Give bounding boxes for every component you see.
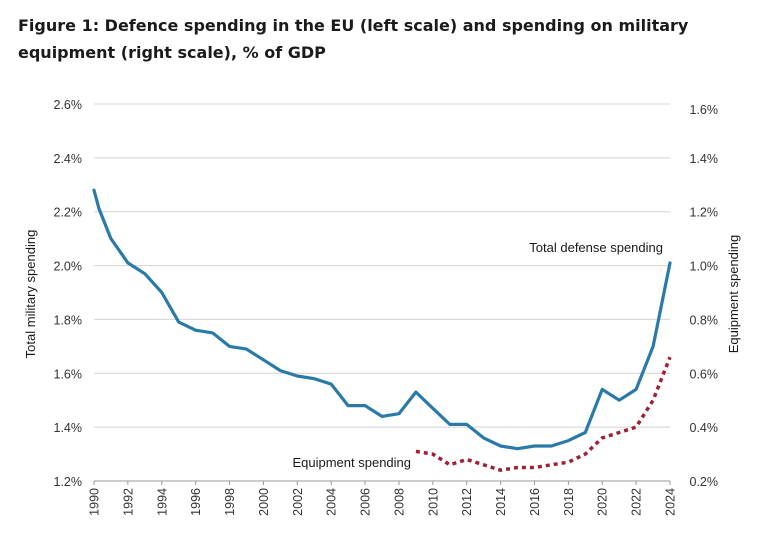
y-left-tick-label: 2.6% (54, 98, 83, 112)
y-left-tick-label: 1.8% (54, 313, 83, 327)
y-left-tick-label: 2.0% (54, 260, 83, 274)
series-line-total-defense-spending (92, 188, 672, 451)
y-right-tick-label: 1.6% (690, 103, 719, 117)
y-axis-right-ticks: 0.2% 0.4% 0.6% 0.8% 1.0% 1.2% 1.4% 1.6% (690, 103, 719, 489)
gridlines (94, 103, 670, 428)
x-tick-label: 1996 (189, 488, 203, 516)
y-left-tick-label: 1.2% (54, 475, 83, 489)
y-axis-right-label: Equipment spending (726, 235, 741, 354)
y-axis-left-ticks: 1.2% 1.4% 1.6% 1.8% 2.0% 2.2% 2.4% 2.6% (54, 98, 83, 489)
x-tick-label: 1994 (155, 488, 169, 516)
legend-total-defense-spending: Total defense spending (529, 240, 663, 255)
x-tick-label: 2004 (325, 488, 339, 516)
x-tick-label: 2012 (460, 488, 474, 516)
x-tick-label: 1992 (121, 488, 135, 516)
y-left-tick-label: 1.4% (54, 421, 83, 435)
x-tick-label: 1998 (223, 488, 237, 516)
y-right-tick-label: 0.4% (690, 421, 719, 435)
x-tick-label: 2000 (257, 488, 271, 516)
x-tick-label: 2006 (359, 488, 373, 516)
x-tick-label: 1990 (88, 488, 102, 516)
y-right-tick-label: 1.4% (690, 152, 719, 166)
x-tick-label: 2008 (392, 488, 406, 516)
series-layer (92, 188, 672, 472)
x-tick-label: 2018 (562, 488, 576, 516)
x-tick-label: 2010 (426, 488, 440, 516)
y-axis-left-label: Total military spending (23, 230, 38, 359)
x-tick-label: 2022 (630, 488, 644, 516)
y-right-tick-label: 0.6% (690, 367, 719, 381)
x-tick-label: 2014 (494, 488, 508, 516)
y-right-tick-label: 0.8% (690, 313, 719, 327)
y-left-tick-label: 2.4% (54, 152, 83, 166)
x-axis-ticks: 1990 1992 1994 1996 1998 2000 2002 2004 2006 2008… (88, 481, 678, 516)
y-left-tick-label: 2.2% (54, 206, 83, 220)
y-right-tick-label: 1.2% (690, 206, 719, 220)
series-line-equipment-spending (415, 356, 672, 472)
legend-equipment-spending: Equipment spending (292, 455, 411, 470)
x-tick-label: 2024 (664, 488, 678, 516)
y-left-tick-label: 1.6% (54, 367, 83, 381)
chart-title: Figure 1: Defence spending in the EU (le… (18, 16, 689, 62)
x-tick-label: 2016 (528, 488, 542, 516)
y-right-tick-label: 1.0% (690, 260, 719, 274)
x-tick-label: 2020 (596, 488, 610, 516)
x-tick-label: 2002 (291, 488, 305, 516)
y-right-tick-label: 0.2% (690, 475, 719, 489)
